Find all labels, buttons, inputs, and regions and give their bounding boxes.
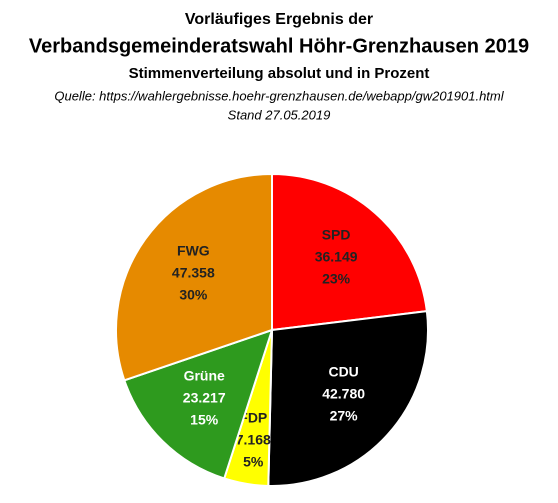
chart-title: Verbandsgemeinderatswahl Höhr-Grenzhause… <box>29 35 529 57</box>
value-label: 36.149 <box>315 248 358 264</box>
percent-label: 5% <box>243 453 264 469</box>
slice-label: FDP <box>239 409 267 425</box>
percent-label: 15% <box>190 412 219 428</box>
date: Stand 27.05.2019 <box>228 107 331 122</box>
slice-label: CDU <box>328 364 358 380</box>
source: Quelle: https://wahlergebnisse.hoehr-gre… <box>54 88 504 103</box>
value-label: 7.168 <box>236 431 271 447</box>
pie-slice <box>267 310 429 487</box>
percent-label: 23% <box>322 270 351 286</box>
percent-label: 27% <box>330 408 359 424</box>
value-label: 47.358 <box>172 264 215 280</box>
slice-label: Grüne <box>184 368 225 384</box>
pie-slice <box>271 172 428 332</box>
slice-label: FWG <box>177 242 210 258</box>
value-label: 23.217 <box>183 390 226 406</box>
value-label: 42.780 <box>322 386 365 402</box>
percent-label: 30% <box>179 286 208 302</box>
slice-label: SPD <box>322 226 351 242</box>
pie-slice <box>115 172 273 382</box>
chart-subtitle: Stimmenverteilung absolut und in Prozent <box>129 65 430 82</box>
pie-slice <box>123 328 274 480</box>
chart-title: Vorläufiges Ergebnis der <box>185 11 373 28</box>
